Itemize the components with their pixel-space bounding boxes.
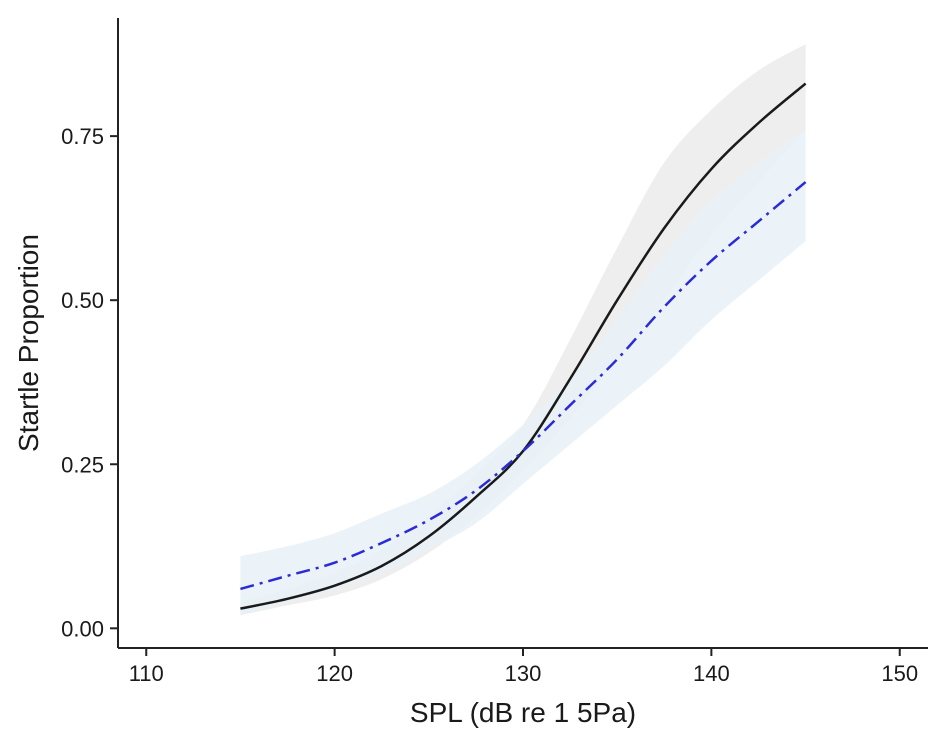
confidence-band-1 [240,44,806,616]
x-tick-label: 120 [316,661,353,686]
y-tick-label: 0.25 [61,452,104,477]
x-axis-ticks: 110 120 130 140 150 [129,648,918,686]
confidence-bands [240,44,806,616]
x-tick-label: 140 [693,661,730,686]
series-line-2 [240,181,807,591]
confidence-band-2 [240,129,806,616]
x-tick-label: 130 [505,661,542,686]
series-lines [240,82,807,610]
x-tick-label: 150 [881,661,918,686]
y-tick-label: 0.50 [61,288,104,313]
y-tick-label: 0.75 [61,124,104,149]
x-tick-label: 110 [129,661,164,686]
y-axis-title: Startle Proportion [13,234,44,452]
y-axis-ticks: 0.00 0.25 0.50 0.75 [61,124,118,641]
series-line-1 [240,82,807,610]
x-axis-title: SPL (dB re 1 5Pa) [410,697,636,728]
y-tick-label: 0.00 [61,616,104,641]
